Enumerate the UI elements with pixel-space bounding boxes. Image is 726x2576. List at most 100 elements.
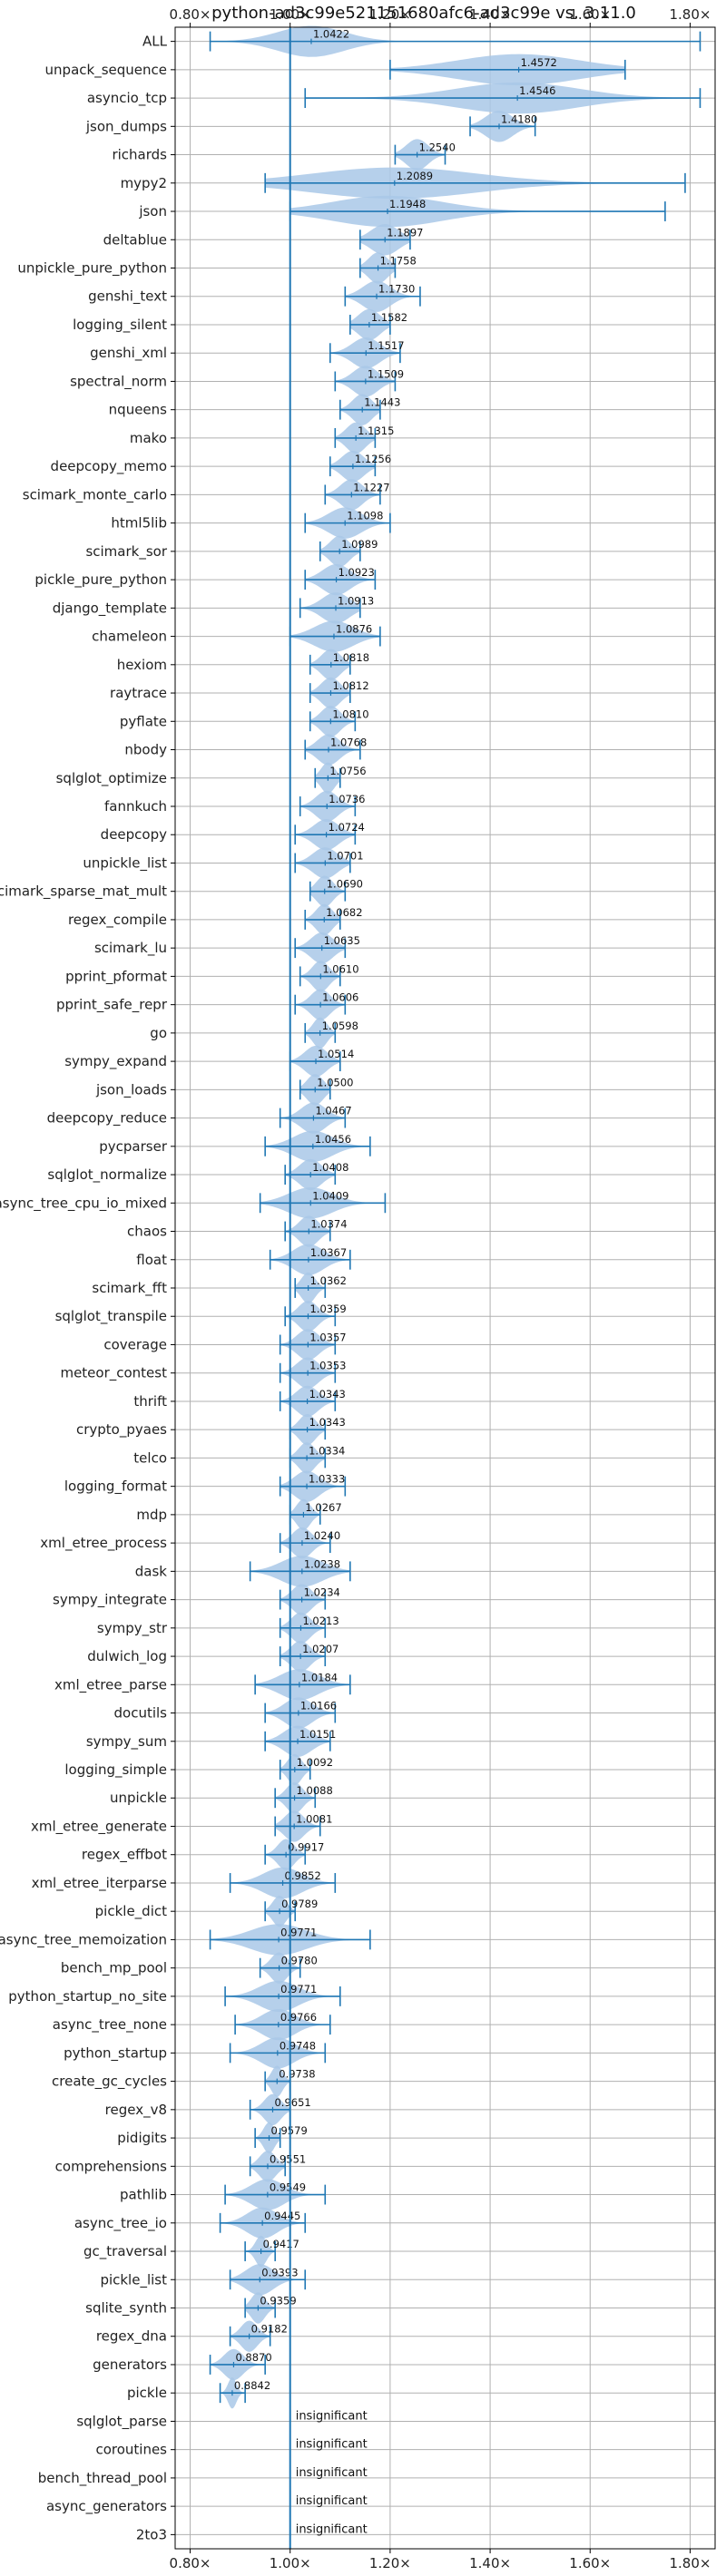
category-label: deltablue <box>103 231 167 248</box>
category-label: python_startup <box>64 2044 167 2062</box>
category-label: pidigits <box>117 2130 167 2146</box>
category-label: richards <box>112 147 167 163</box>
value-label: 1.0768 <box>330 737 367 749</box>
value-label: 1.1758 <box>380 255 417 268</box>
value-label: 1.0374 <box>310 1218 347 1231</box>
value-label: 1.2540 <box>419 141 456 154</box>
value-label: 1.1098 <box>347 510 383 522</box>
value-label: 1.0234 <box>304 1586 340 1599</box>
category-label: mdp <box>136 1507 167 1523</box>
value-label: 0.9780 <box>281 1955 318 1967</box>
plot-frame <box>174 26 716 2550</box>
value-label: 1.0810 <box>332 707 368 720</box>
category-label: logging_format <box>64 1478 167 1496</box>
category-label: sympy_sum <box>86 1733 167 1751</box>
value-label: 1.1730 <box>378 283 415 296</box>
value-label: 1.0756 <box>329 765 366 777</box>
value-label: 1.0409 <box>312 1189 348 1202</box>
category-label: scimark_sor <box>85 543 167 561</box>
value-label: 1.0166 <box>300 1700 337 1712</box>
category-label: dulwich_log <box>87 1648 167 1665</box>
violin-layer: 1.0422 1.4572 1.4546 1.4180 1.2540 1.2089 1.19… <box>209 25 701 2536</box>
category-label: python_startup_no_site <box>8 1988 167 2005</box>
value-label: 1.0514 <box>318 1048 354 1060</box>
category-label: sqlite_synth <box>85 2299 167 2317</box>
value-label: 0.9789 <box>281 1898 318 1910</box>
category-label: pickle <box>127 2385 167 2401</box>
x-tick-label-top: 1.00× <box>270 6 311 23</box>
value-label: 0.9771 <box>280 1926 317 1938</box>
value-label: 1.4546 <box>519 84 555 97</box>
x-tick-label-bottom: 1.00× <box>270 2555 311 2571</box>
category-label: unpickle_list <box>83 854 167 872</box>
x-tick-label-bottom: 1.40× <box>469 2555 511 2571</box>
category-label: pycparser <box>99 1138 168 1155</box>
value-label: 1.1897 <box>387 226 423 239</box>
value-label: 1.0690 <box>327 878 363 891</box>
value-label: 1.1256 <box>355 453 391 465</box>
chart-title: python-ad3c99e521151680afc6-ad3c99e vs. … <box>211 4 636 23</box>
category-label: logging_silent <box>73 317 167 334</box>
x-tick-label-top: 1.60× <box>569 6 611 23</box>
x-tick-label-top: 1.80× <box>669 6 711 23</box>
category-label: pickle_pure_python <box>34 571 167 589</box>
x-tick-label-top: 1.40× <box>469 6 511 23</box>
category-label: genshi_xml <box>90 345 167 362</box>
x-tick-label-bottom: 1.60× <box>569 2555 611 2571</box>
value-label: 0.8870 <box>235 2351 271 2364</box>
value-label: 1.0500 <box>317 1076 353 1088</box>
category-label: scimark_monte_carlo <box>23 486 167 503</box>
value-label: 1.0724 <box>329 821 365 834</box>
category-label: pprint_pformat <box>65 968 167 985</box>
value-label: 0.9852 <box>285 1869 321 1882</box>
value-label: 0.9182 <box>251 2323 288 2336</box>
category-label: regex_dna <box>96 2328 167 2346</box>
category-label: pyflate <box>120 713 167 729</box>
axis-layer: 0.80× 0.80× 1.00× 1.00× 1.20× 1.20× 1.40× 1.40×… <box>0 6 711 2571</box>
category-label: raytrace <box>110 685 167 701</box>
value-label: 1.1315 <box>358 424 394 437</box>
value-label: 1.0456 <box>315 1133 351 1146</box>
value-label: 1.0333 <box>309 1473 345 1486</box>
value-label: 1.0367 <box>310 1246 347 1259</box>
category-label: nbody <box>124 742 167 758</box>
value-label: 1.1443 <box>364 396 400 409</box>
category-label: fannkuch <box>104 798 167 815</box>
category-label: coverage <box>103 1336 167 1352</box>
value-label: 0.9917 <box>288 1841 324 1854</box>
category-label: nqueens <box>109 402 167 418</box>
x-tick-label-bottom: 1.80× <box>669 2555 711 2571</box>
category-label: async_tree_io <box>74 2215 167 2232</box>
category-label: sympy_str <box>97 1620 168 1637</box>
value-label: 1.0408 <box>312 1161 348 1174</box>
category-label: pickle_dict <box>95 1903 167 1920</box>
value-label: 1.1227 <box>353 481 389 493</box>
value-label: 1.0240 <box>304 1529 340 1542</box>
category-label: json_dumps <box>85 118 167 135</box>
category-label: pickle_list <box>100 2271 167 2288</box>
value-label: 0.9549 <box>270 2181 306 2194</box>
category-label: bench_thread_pool <box>38 2470 167 2487</box>
category-label: 2to3 <box>136 2526 167 2542</box>
insignificant-label: insignificant <box>296 2438 368 2452</box>
value-label: 1.0343 <box>309 1416 346 1429</box>
insignificant-label: insignificant <box>296 2522 368 2536</box>
category-label: generators <box>93 2356 167 2373</box>
category-label: pathlib <box>120 2187 167 2203</box>
category-label: unpack_sequence <box>45 62 167 79</box>
category-label: chaos <box>127 1224 167 1240</box>
category-label: meteor_contest <box>60 1365 167 1382</box>
value-label: 1.1948 <box>389 198 426 210</box>
category-label: sqlglot_normalize <box>47 1166 167 1184</box>
value-label: 1.1582 <box>371 311 407 324</box>
category-label: sqlglot_parse <box>76 2413 167 2430</box>
value-label: 0.9445 <box>264 2210 300 2222</box>
category-label: pprint_safe_repr <box>56 997 168 1014</box>
value-label: 1.0812 <box>332 679 368 692</box>
value-label: 1.0353 <box>309 1360 346 1372</box>
value-label: 1.4180 <box>501 112 537 125</box>
category-label: coroutines <box>95 2442 167 2458</box>
value-label: 1.0467 <box>315 1105 351 1117</box>
value-label: 1.0923 <box>338 566 375 579</box>
